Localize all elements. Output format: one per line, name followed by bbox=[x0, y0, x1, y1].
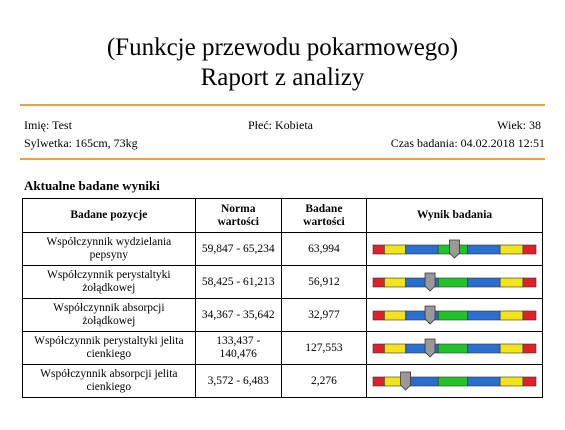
section-title: Aktualne badane wyniki bbox=[24, 178, 160, 193]
row: Współczynnik wydzielania pepsyny 59,847 -… bbox=[22, 232, 543, 266]
header-row: Badane pozycje Norma wartości Badane warto… bbox=[22, 198, 543, 233]
gauge-segment bbox=[499, 277, 524, 288]
gauge-marker bbox=[424, 272, 436, 292]
cell: 58,425 - 61,213 bbox=[194, 265, 282, 299]
gauge-segment bbox=[522, 310, 537, 321]
results-table: Badane pozycje Norma wartości Badane warto… bbox=[22, 198, 543, 398]
gauge-segment bbox=[437, 277, 468, 288]
gauge bbox=[372, 239, 537, 259]
cell: Współczynnik perystaltyki żołądkowej bbox=[22, 265, 196, 299]
gauge-segment bbox=[437, 310, 468, 321]
gauge-segment bbox=[467, 310, 501, 321]
gauge bbox=[372, 371, 537, 391]
gauge-segment bbox=[372, 376, 385, 387]
gauge-segment bbox=[522, 244, 537, 255]
gauge-cell bbox=[366, 364, 543, 398]
time: Czas badania: 04.02.2018 12:51 bbox=[390, 136, 545, 150]
table-body: Współczynnik wydzielania pepsyny 59,847 -… bbox=[22, 232, 543, 398]
gauge-segment bbox=[499, 343, 524, 354]
figure: Sylwetka: 165cm, 73kg bbox=[24, 136, 138, 150]
cell: 32,977 bbox=[280, 298, 368, 332]
cell: 2,276 bbox=[280, 364, 368, 398]
gauge-segment bbox=[384, 343, 406, 354]
row: Współczynnik perystaltyki żołądkowej 58,4… bbox=[22, 265, 543, 299]
cell: Współczynnik absorpcji jelita cienkiego bbox=[22, 364, 196, 398]
gauge-cell bbox=[366, 331, 543, 365]
gauge-segment bbox=[405, 244, 439, 255]
cell: 63,994 bbox=[280, 232, 368, 266]
gauge-segment bbox=[372, 244, 385, 255]
gauge-segment bbox=[467, 244, 501, 255]
gauge-cell bbox=[366, 232, 543, 266]
gauge-marker bbox=[449, 239, 460, 259]
cell: Współczynnik perystaltyki jelita cienkie… bbox=[22, 331, 196, 365]
row: Współczynnik absorpcji jelita cienkiego 3… bbox=[22, 364, 543, 398]
header-cell: Badane wartości bbox=[280, 198, 368, 233]
gauge bbox=[372, 305, 537, 325]
gauge-segment bbox=[437, 343, 468, 354]
gauge-marker bbox=[400, 371, 411, 391]
gauge-cell bbox=[366, 298, 543, 332]
gauge-segment bbox=[522, 376, 537, 387]
gauge-segment bbox=[467, 277, 501, 288]
subtitle: Raport z analizy bbox=[200, 64, 365, 91]
divider bbox=[20, 158, 545, 160]
gauge-segment bbox=[499, 310, 524, 321]
gauge-segment bbox=[384, 277, 406, 288]
cell: 56,912 bbox=[280, 265, 368, 299]
gauge-segment bbox=[384, 244, 406, 255]
sex: Płeć: Kobieta bbox=[248, 118, 313, 132]
gauge bbox=[372, 338, 537, 358]
gauge-segment bbox=[384, 310, 406, 321]
gauge-segment bbox=[499, 244, 524, 255]
cell: 127,553 bbox=[280, 331, 368, 365]
header-cell: Norma wartości bbox=[194, 198, 282, 233]
age: Wiek: 38 bbox=[497, 118, 541, 132]
gauge-marker bbox=[424, 305, 436, 325]
cell: 3,572 - 6,483 bbox=[194, 364, 282, 398]
cell: 133,437 - 140,476 bbox=[194, 331, 282, 365]
row: Współczynnik perystaltyki jelita cienkie… bbox=[22, 331, 543, 365]
gauge-segment bbox=[372, 310, 385, 321]
divider bbox=[20, 104, 545, 106]
cell: Współczynnik wydzielania pepsyny bbox=[22, 232, 196, 266]
header-cell: Badane pozycje bbox=[22, 198, 196, 233]
title: (Funkcje przewodu pokarmowego) bbox=[106, 34, 459, 61]
header-cell: Wynik badania bbox=[366, 198, 543, 233]
cell: Współczynnik absorpcji żołądkowej bbox=[22, 298, 196, 332]
row: Współczynnik absorpcji żołądkowej 34,367 … bbox=[22, 298, 543, 332]
gauge-segment bbox=[499, 376, 524, 387]
cell: 34,367 - 35,642 bbox=[194, 298, 282, 332]
gauge-segment bbox=[467, 343, 501, 354]
gauge-segment bbox=[522, 277, 537, 288]
name: Imię: Test bbox=[24, 118, 72, 132]
gauge-segment bbox=[372, 343, 385, 354]
gauge bbox=[372, 272, 537, 292]
gauge-cell bbox=[366, 265, 543, 299]
gauge-marker bbox=[424, 338, 436, 358]
gauge-segment bbox=[437, 376, 468, 387]
gauge-segment bbox=[372, 277, 385, 288]
cell: 59,847 - 65,234 bbox=[194, 232, 282, 266]
gauge-segment bbox=[467, 376, 501, 387]
gauge-segment bbox=[522, 343, 537, 354]
